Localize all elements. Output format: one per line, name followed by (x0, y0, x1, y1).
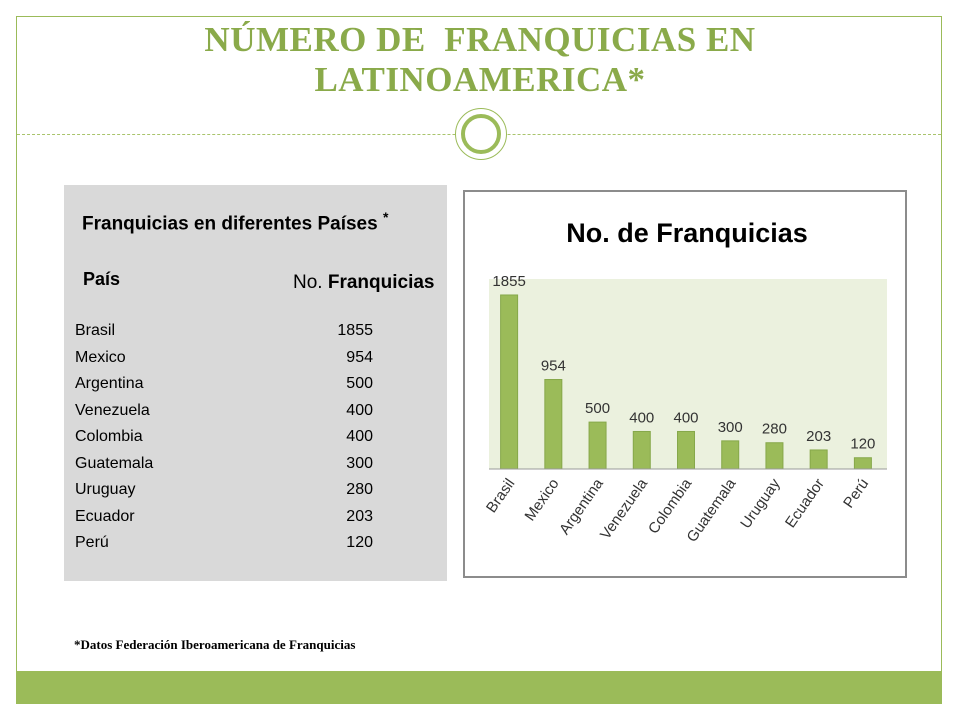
table-cell-country: Uruguay (75, 481, 136, 498)
slide-frame (16, 16, 942, 704)
data-label: 400 (629, 409, 654, 426)
bottom-accent-bar (17, 671, 942, 703)
table-cell-count: 500 (346, 375, 373, 392)
table-row: Brasil 1855 (75, 318, 415, 344)
table-cell-count: 280 (346, 481, 373, 498)
table-cell-country: Venezuela (75, 401, 150, 419)
chart-title: No. de Franquicias (566, 218, 808, 248)
slide-title-line-1: NÚMERO DE FRANQUICIAS EN (204, 20, 756, 59)
category-label: Mexico (521, 476, 562, 525)
table-row: Ecuador 203 (75, 504, 415, 530)
bar (632, 430, 651, 470)
footnote: *Datos Federación Iberoamericana de Fran… (74, 637, 356, 652)
bar-chart: No. de Franquicias 1855 Brasil 954 Mexico 500… (463, 190, 907, 578)
table-cell-count: 400 (346, 428, 373, 445)
table-cell-count: 300 (346, 454, 373, 472)
table-cell-count: 120 (346, 534, 373, 551)
bar (765, 442, 784, 470)
table-cell-country: Mexico (75, 348, 126, 366)
category-label: Brasil (483, 476, 518, 516)
table-cell-count: 954 (346, 348, 373, 366)
table-row: Colombia 400 (75, 424, 415, 450)
table-cell-count: 1855 (337, 322, 373, 339)
table-cell-count: 203 (346, 507, 373, 525)
slide-title-line-2: LATINOAMERICA* (314, 60, 646, 99)
table-row: Venezuela 400 (75, 398, 415, 424)
slide-title: NÚMERO DE FRANQUICIAS EN LATINOAMERICA* (0, 20, 960, 100)
table-cell-country: Brasil (75, 322, 116, 339)
table-cell-country: Argentina (75, 375, 144, 392)
bar (677, 430, 695, 470)
data-label: 203 (806, 428, 831, 445)
data-label: 1855 (492, 273, 525, 290)
bar (721, 440, 740, 470)
table-row: Uruguay 280 (75, 477, 415, 503)
data-label: 300 (718, 419, 743, 436)
bar (809, 449, 828, 470)
column-header-country: País (83, 269, 121, 289)
table-cell-count: 400 (346, 401, 373, 419)
data-label: 954 (541, 358, 566, 375)
table-title-text: Franquicias en diferentes Países (82, 213, 378, 235)
chart-svg: No. de Franquicias 1855 Brasil 954 Mexico 500… (483, 218, 887, 545)
category-label: Perú (840, 476, 872, 512)
table-title: Franquicias en diferentes Países * (82, 209, 388, 235)
bar (544, 379, 563, 470)
table-title-mark: * (382, 209, 389, 225)
franchise-table: Franquicias en diferentes Países * País … (64, 185, 447, 581)
table-row: Guatemala 300 (75, 451, 415, 477)
category-label: Ecuador (782, 476, 828, 532)
column-header-count-prefix: No. (293, 272, 323, 293)
data-label: 500 (585, 400, 610, 417)
data-label: 400 (673, 409, 698, 426)
column-header-count-bold: Franquicias (327, 272, 435, 293)
category-label: Uruguay (737, 475, 784, 532)
table-row: Mexico 954 (75, 345, 415, 371)
ring-ornament-icon (455, 108, 507, 160)
data-label: 120 (850, 436, 875, 453)
bar (500, 294, 519, 470)
bar (853, 457, 872, 470)
bar (588, 421, 607, 470)
ring-ornament-inner (461, 114, 501, 154)
table-row: Argentina 500 (75, 371, 415, 397)
column-header-count: No. Franquicias (293, 272, 435, 294)
table-cell-country: Colombia (75, 428, 143, 445)
table-cell-country: Guatemala (75, 454, 154, 472)
data-label: 280 (762, 421, 787, 438)
table-cell-country: Perú (75, 534, 109, 551)
table-row: Perú 120 (75, 530, 415, 556)
table-cell-country: Ecuador (75, 507, 135, 525)
